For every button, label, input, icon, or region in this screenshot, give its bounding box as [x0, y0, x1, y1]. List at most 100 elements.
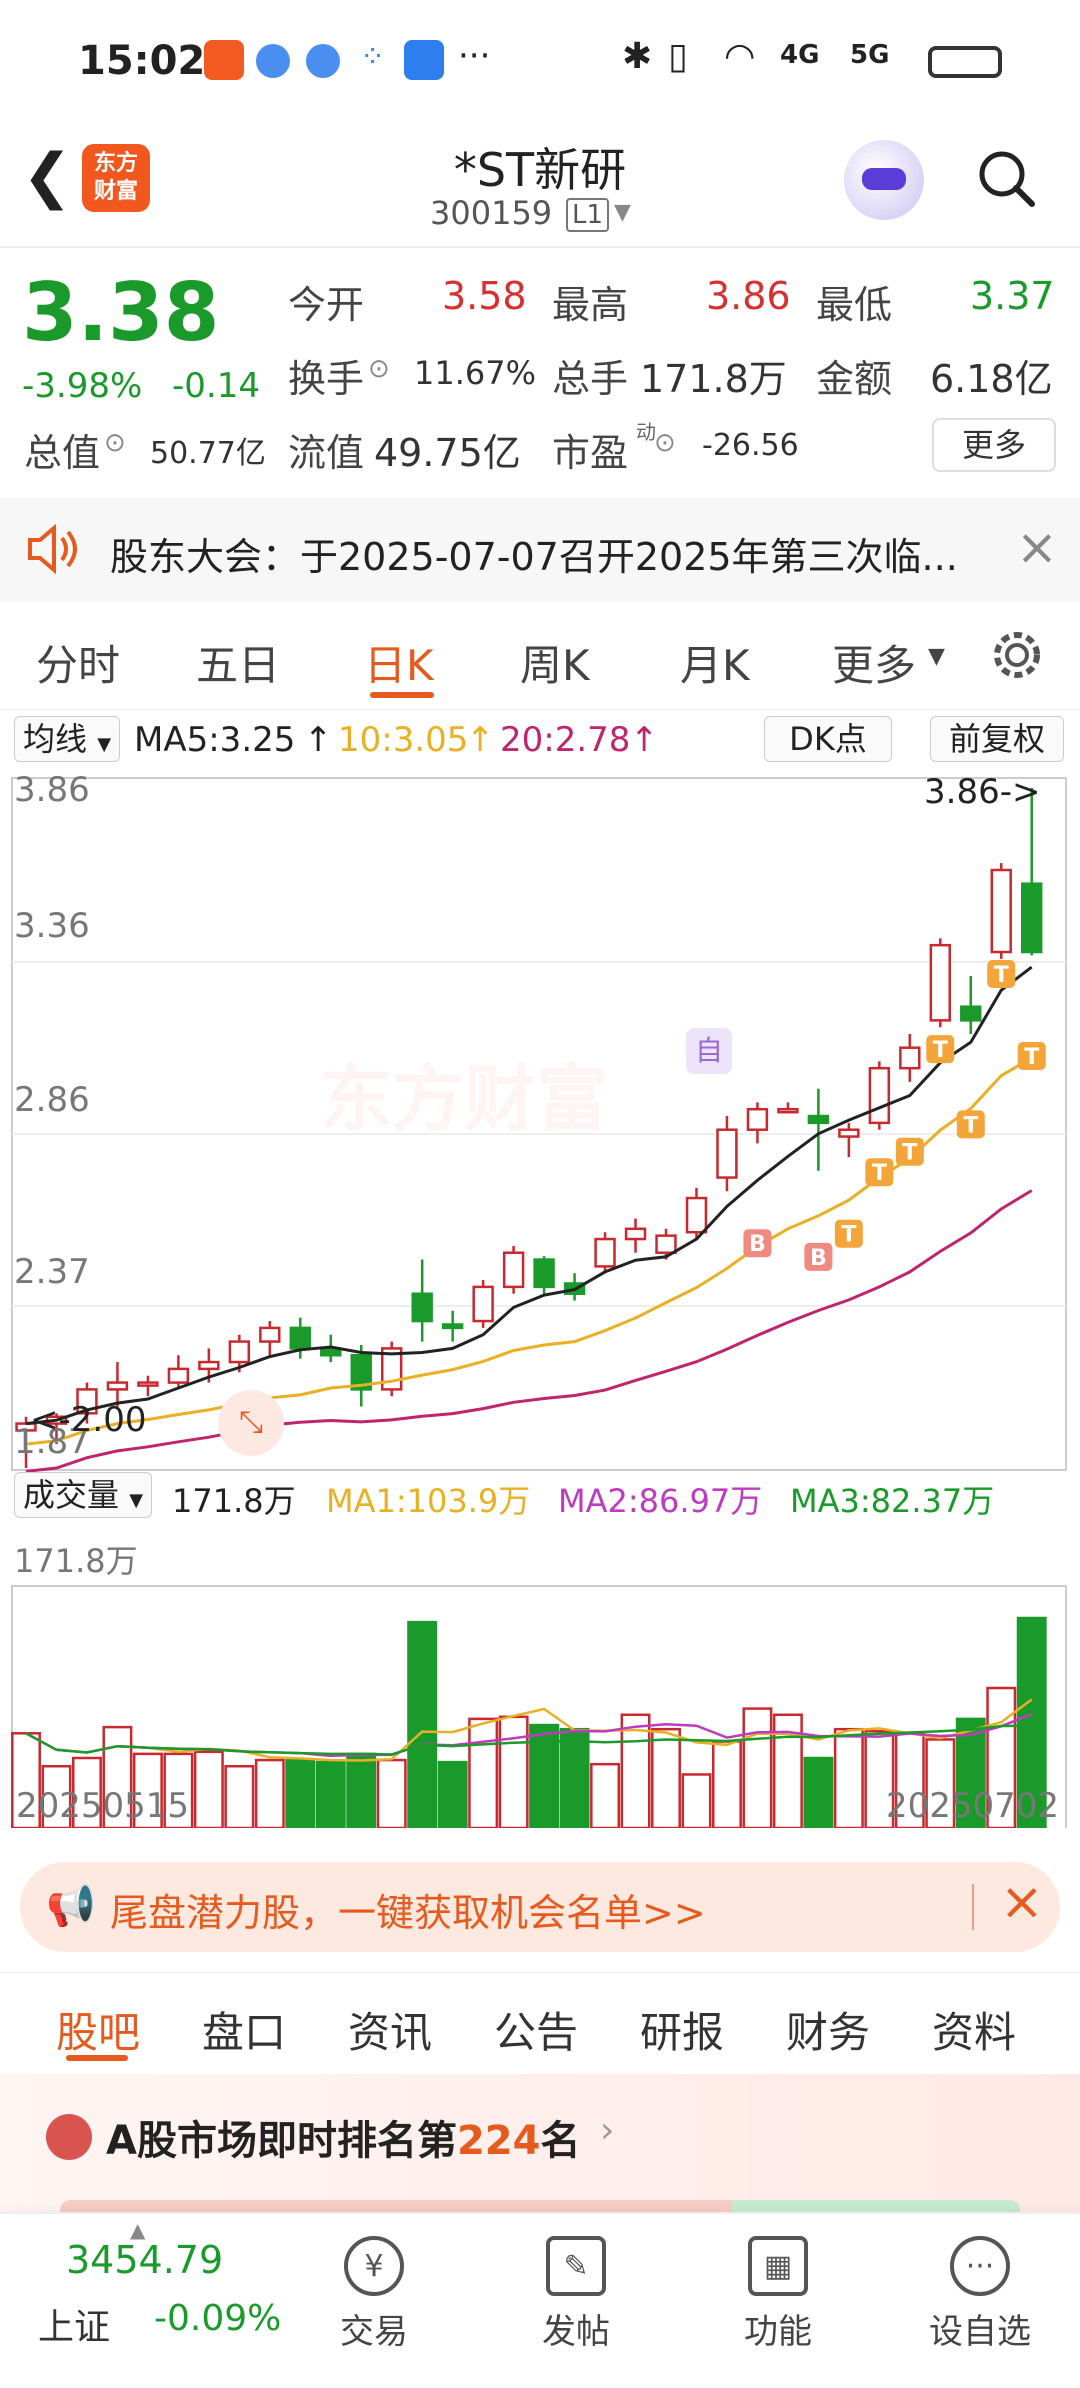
tab-month-k[interactable]: 月K [680, 641, 750, 690]
expand-icon[interactable]: ⤡ [218, 1390, 284, 1456]
bluetooth-icon: ✱ [622, 36, 653, 77]
post-label: 发帖 [542, 2312, 610, 2352]
marker-box [834, 1219, 863, 1248]
volume-bar [651, 1727, 681, 1828]
vol-axis-top: 171.8万 [14, 1542, 138, 1580]
marker-letter: T [1024, 1045, 1039, 1070]
browser-icon [256, 44, 290, 78]
kline-chart-area: 均线 ▼ MA5:3.25 ↑ 10:3.05 ↑ 20:2.78 ↑ DK点 … [0, 710, 1080, 1840]
tab-finance[interactable]: 财务 [786, 2008, 871, 2057]
current-price: 3.38 [22, 266, 220, 359]
candle-body [746, 1107, 769, 1131]
axis-label-bottom: 1.87 [14, 1422, 90, 1462]
tab-week-k[interactable]: 周K [520, 641, 590, 690]
volume-value: 171.8万 [640, 357, 787, 401]
function-label: 功能 [744, 2312, 812, 2352]
open-value: 3.58 [442, 274, 527, 318]
candle-body [868, 1066, 891, 1125]
rank-panel[interactable]: A股市场即时排名第224名 › [0, 2074, 1080, 2220]
tab-profile[interactable]: 资料 [932, 2008, 1017, 2057]
marker-box [926, 1035, 955, 1064]
change-pct: -3.98% [22, 366, 143, 406]
close-icon[interactable]: × [1000, 1872, 1044, 1932]
rank-text[interactable]: A股市场即时排名第224名 [106, 2108, 580, 2166]
candle-body [624, 1227, 647, 1241]
adjust-button[interactable]: 前复权 [930, 716, 1064, 762]
dk-point-button[interactable]: DK点 [764, 716, 892, 762]
stock-title[interactable]: *ST新研 [453, 143, 627, 197]
marker-letter: B [810, 1246, 827, 1271]
promo-text[interactable]: 尾盘潜力股，一键获取机会名单>> [110, 1891, 706, 1935]
add-watchlist-button[interactable]: ··· 设自选 [920, 2236, 1040, 2353]
index-value[interactable]: 3454.79 [66, 2238, 224, 2282]
app-notification-icon [204, 40, 244, 80]
ma-selector[interactable]: 均线 ▼ [14, 716, 121, 762]
ma5-value: MA5:3.25 [134, 720, 296, 760]
caret-up-icon[interactable]: ▲ [130, 2218, 146, 2242]
volume-bar [407, 1620, 438, 1828]
tab-guba[interactable]: 股吧 [56, 2008, 141, 2057]
volume-bar [803, 1756, 834, 1828]
chevron-right-icon[interactable]: › [600, 2110, 615, 2151]
volume-bar [437, 1760, 468, 1828]
tab-minute[interactable]: 分时 [36, 641, 121, 690]
grid-icon: ▦ [748, 2236, 808, 2296]
volume-selector[interactable]: 成交量 ▼ [14, 1472, 153, 1518]
take-profit-marker: T [987, 960, 1016, 989]
turnover-value: 11.67% [414, 354, 537, 392]
promo-banner[interactable]: 📢 尾盘潜力股，一键获取机会名单>> × [20, 1862, 1060, 1952]
tab-research[interactable]: 研报 [640, 2008, 725, 2057]
search-icon[interactable] [976, 148, 1036, 208]
ma5-line [25, 965, 1033, 1426]
tab-news[interactable]: 资讯 [348, 2008, 433, 2057]
tab-more[interactable]: 更多 [832, 641, 917, 690]
candle-body [655, 1234, 677, 1254]
ma5-arrow: ↑ [304, 720, 333, 760]
add-watchlist-label: 设自选 [929, 2312, 1031, 2352]
candle-body [594, 1237, 616, 1268]
candle-body [685, 1196, 708, 1234]
date-start: 20250515 [16, 1786, 190, 1826]
index-change[interactable]: -0.09% [154, 2298, 282, 2339]
index-name[interactable]: 上证 [38, 2307, 111, 2348]
function-button[interactable]: ▦ 功能 [728, 2236, 828, 2353]
signal-5g-icon: 5G [850, 40, 890, 70]
info-icon[interactable]: ⊙ [104, 428, 126, 458]
post-button[interactable]: ✎ 发帖 [526, 2236, 626, 2353]
candle-body [106, 1381, 129, 1391]
notice-text[interactable]: 股东大会：于2025-07-07召开2025年第三次临... [110, 535, 958, 579]
dropdown-icon[interactable]: ▼ [928, 644, 945, 669]
tab-pankou[interactable]: 盘口 [202, 2008, 287, 2057]
low-marker: <-2.00 [30, 1400, 147, 1440]
tab-five-day[interactable]: 五日 [196, 641, 281, 690]
volume-bar [620, 1713, 651, 1828]
settings-gear-icon[interactable] [990, 628, 1044, 682]
vol-ma3-line [25, 1724, 1032, 1756]
info-icon[interactable]: ⊙ [654, 428, 676, 458]
notice-bar[interactable]: 股东大会：于2025-07-07召开2025年第三次临... × [0, 498, 1080, 602]
candle-body [198, 1360, 220, 1371]
more-button[interactable]: 更多 [932, 418, 1056, 472]
back-icon[interactable]: ❮ [22, 141, 73, 211]
active-subtab-indicator [66, 2055, 128, 2061]
info-icon[interactable]: ⊙ [368, 354, 390, 384]
trade-button[interactable]: ¥ 交易 [324, 2236, 424, 2353]
level-dropdown-icon[interactable]: ▼ [614, 200, 631, 225]
candle-body [807, 1114, 830, 1125]
volume-bar [102, 1725, 133, 1828]
candle-body [960, 1005, 982, 1022]
close-icon[interactable]: × [1016, 518, 1058, 576]
robot-assistant-icon[interactable] [844, 140, 924, 220]
take-profit-marker: T [895, 1137, 924, 1166]
self-select-marker[interactable]: 自 [686, 1028, 732, 1074]
tab-announcement[interactable]: 公告 [494, 2008, 579, 2057]
level-badge[interactable]: L1 [566, 198, 610, 232]
date-end: 20250702 [886, 1786, 1060, 1826]
browser-icon-2 [306, 44, 340, 78]
take-profit-marker: T [1017, 1042, 1046, 1071]
app-logo: 东方 财富 [82, 144, 150, 212]
tab-day-k[interactable]: 日K [364, 641, 434, 690]
axis-label-top: 3.86 [14, 770, 90, 810]
volume-bar [376, 1758, 407, 1828]
